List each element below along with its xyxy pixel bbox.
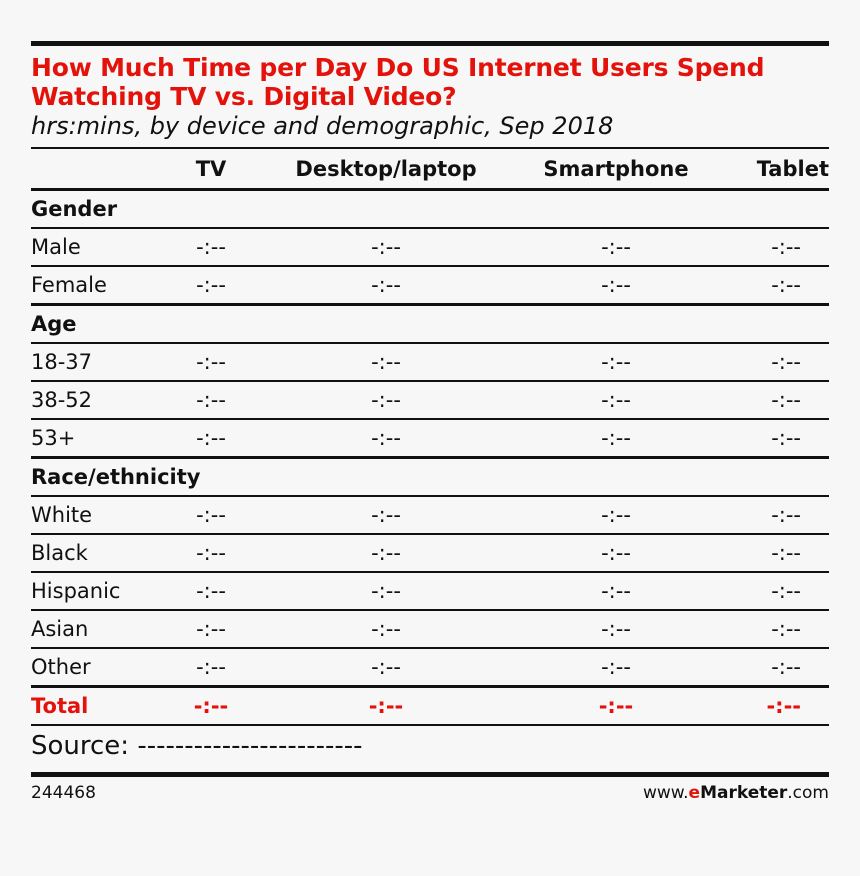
- chart-frame: How Much Time per Day Do US Internet Use…: [31, 41, 829, 803]
- section-heading: Age: [31, 304, 829, 344]
- data-cell: -:--: [231, 496, 541, 535]
- data-cell: -:--: [191, 572, 231, 611]
- data-cell: -:--: [191, 610, 231, 649]
- data-cell: -:--: [541, 648, 691, 688]
- total-cell: -:--: [191, 686, 231, 726]
- brand-link[interactable]: www.eMarketer.com: [643, 783, 829, 803]
- data-cell: -:--: [231, 648, 541, 688]
- data-cell: -:--: [231, 572, 541, 611]
- total-cell: -:--: [541, 686, 691, 726]
- column-header: TV: [191, 147, 231, 191]
- data-cell: -:--: [231, 266, 541, 306]
- header-label-cell: [31, 147, 191, 191]
- data-cell: -:--: [191, 534, 231, 573]
- data-cell: -:--: [541, 572, 691, 611]
- table-row: Female -:-- -:-- -:-- -:--: [31, 266, 829, 306]
- row-label: Other: [31, 648, 191, 688]
- chart-id: 244468: [31, 783, 96, 803]
- column-header: Desktop/laptop: [231, 147, 541, 191]
- chart-subtitle: hrs:mins, by device and demographic, Sep…: [31, 112, 614, 140]
- column-header: Smartphone: [541, 147, 691, 191]
- data-cell: -:--: [541, 496, 691, 535]
- total-cell: -:--: [691, 686, 829, 726]
- table-row: Hispanic -:-- -:-- -:-- -:--: [31, 572, 829, 611]
- header-row: TV Desktop/laptop Smartphone Tablet: [31, 147, 829, 191]
- data-cell: -:--: [691, 496, 829, 535]
- source-note: Source: ------------------------: [31, 731, 363, 761]
- data-cell: -:--: [691, 343, 829, 382]
- data-cell: -:--: [231, 419, 541, 459]
- data-cell: -:--: [691, 572, 829, 611]
- brand-e: e: [688, 783, 701, 803]
- data-cell: -:--: [541, 228, 691, 267]
- data-cell: -:--: [541, 266, 691, 306]
- brand-name: Marketer: [700, 783, 788, 803]
- data-cell: -:--: [191, 381, 231, 420]
- total-row: Total -:-- -:-- -:-- -:--: [31, 686, 829, 726]
- column-header: Tablet: [691, 147, 829, 191]
- table-row: Asian -:-- -:-- -:-- -:--: [31, 610, 829, 649]
- data-cell: -:--: [541, 381, 691, 420]
- table-row: White -:-- -:-- -:-- -:--: [31, 496, 829, 535]
- table-row: Male -:-- -:-- -:-- -:--: [31, 228, 829, 267]
- total-label: Total: [31, 686, 191, 726]
- data-cell: -:--: [691, 534, 829, 573]
- row-label: Female: [31, 266, 191, 306]
- data-cell: -:--: [691, 381, 829, 420]
- footer: 244468 www.eMarketer.com: [31, 783, 829, 803]
- chart-title: How Much Time per Day Do US Internet Use…: [31, 53, 765, 111]
- row-label: White: [31, 496, 191, 535]
- section-row: Age: [31, 304, 829, 344]
- data-cell: -:--: [191, 228, 231, 267]
- total-cell: -:--: [231, 686, 541, 726]
- data-cell: -:--: [191, 343, 231, 382]
- row-label: Asian: [31, 610, 191, 649]
- data-cell: -:--: [191, 266, 231, 306]
- table-row: 18-37 -:-- -:-- -:-- -:--: [31, 343, 829, 382]
- data-cell: -:--: [691, 648, 829, 688]
- section-row: Race/ethnicity: [31, 457, 829, 497]
- section-heading: Race/ethnicity: [31, 457, 829, 497]
- data-cell: -:--: [541, 343, 691, 382]
- section-heading: Gender: [31, 189, 829, 229]
- data-cell: -:--: [691, 419, 829, 459]
- data-cell: -:--: [231, 343, 541, 382]
- row-label: Male: [31, 228, 191, 267]
- row-label: 38-52: [31, 381, 191, 420]
- brand-prefix: www.: [642, 783, 689, 803]
- table-row: Black -:-- -:-- -:-- -:--: [31, 534, 829, 573]
- data-cell: -:--: [541, 610, 691, 649]
- data-cell: -:--: [691, 610, 829, 649]
- data-cell: -:--: [191, 496, 231, 535]
- row-label: 18-37: [31, 343, 191, 382]
- data-table: TV Desktop/laptop Smartphone Tablet Gend…: [31, 147, 829, 726]
- data-cell: -:--: [231, 610, 541, 649]
- data-cell: -:--: [541, 534, 691, 573]
- data-cell: -:--: [231, 534, 541, 573]
- data-cell: -:--: [191, 419, 231, 459]
- row-label: 53+: [31, 419, 191, 459]
- data-cell: -:--: [231, 228, 541, 267]
- data-cell: -:--: [231, 381, 541, 420]
- table-row: Other -:-- -:-- -:-- -:--: [31, 648, 829, 688]
- data-cell: -:--: [691, 266, 829, 306]
- data-cell: -:--: [191, 648, 231, 688]
- section-row: Gender: [31, 189, 829, 229]
- table-row: 38-52 -:-- -:-- -:-- -:--: [31, 381, 829, 420]
- top-rule: [31, 41, 829, 46]
- table-body: Gender Male -:-- -:-- -:-- -:-- Female -:-- -:--…: [31, 189, 829, 726]
- brand-suffix: .com: [787, 783, 829, 803]
- data-cell: -:--: [691, 228, 829, 267]
- data-cell: -:--: [541, 419, 691, 459]
- bottom-rule: [31, 772, 829, 777]
- row-label: Hispanic: [31, 572, 191, 611]
- row-label: Black: [31, 534, 191, 573]
- table-row: 53+ -:-- -:-- -:-- -:--: [31, 419, 829, 459]
